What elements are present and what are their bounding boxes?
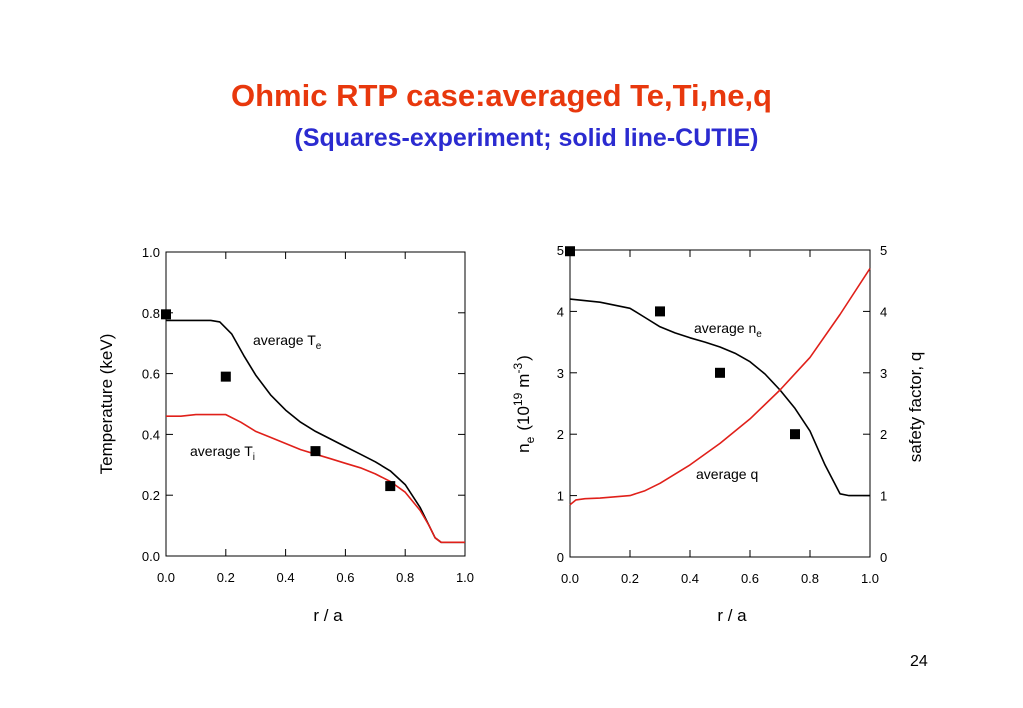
- series-label-te-main: average T: [253, 332, 316, 348]
- x-tick-labels: 0.0 0.2 0.4 0.6 0.8 1.0: [157, 570, 474, 585]
- x-tick-label: 1.0: [456, 570, 474, 585]
- density-q-chart: 0.0 0.2 0.4 0.6 0.8 1.0 0 1 2 3 4 5 0 1 2 3 4 5 r / a n…: [511, 243, 925, 625]
- experiment-point: [565, 246, 575, 257]
- x-tick-label: 0.2: [621, 571, 639, 586]
- plot-frame: [569, 249, 871, 558]
- slide-title: Ohmic RTP case:averaged Te,Ti,ne,q: [231, 78, 772, 113]
- series-label-te: average Te: [253, 332, 322, 352]
- x-axis-label: r / a: [717, 606, 747, 625]
- x-tick-label: 0.6: [741, 571, 759, 586]
- y-axis-label-close: ): [514, 355, 533, 361]
- x-tick-label: 0.2: [217, 570, 235, 585]
- x-tick-label: 0.0: [561, 571, 579, 586]
- axis-ticks: [165, 251, 466, 557]
- x-tick-label: 0.8: [396, 570, 414, 585]
- right-y-tick-labels: 0 1 2 3 4 5: [880, 243, 887, 565]
- y-axis-label: Temperature (keV): [97, 334, 116, 475]
- plot-frame: [165, 251, 466, 557]
- y-tick-label: 4: [557, 304, 564, 319]
- y-axis-label: ne (1019 m-3): [511, 355, 537, 453]
- experiment-points: [161, 309, 396, 492]
- series-label-ne-sub: e: [756, 329, 762, 340]
- x-tick-label: 0.4: [277, 570, 295, 585]
- right-y-tick-label: 1: [880, 489, 887, 504]
- x-tick-labels: 0.0 0.2 0.4 0.6 0.8 1.0: [561, 571, 879, 586]
- right-y-tick-label: 0: [880, 550, 887, 565]
- y-tick-label: 0.8: [142, 306, 160, 321]
- y-tick-label: 1: [557, 489, 564, 504]
- right-y-axis-label: safety factor, q: [906, 352, 925, 463]
- series-lines: [569, 267, 871, 506]
- series-line-average-te: [166, 319, 465, 544]
- y-axis-label-main: n: [514, 443, 533, 452]
- x-axis-label: r / a: [313, 606, 343, 625]
- series-label-ne: average ne: [694, 320, 762, 340]
- right-y-tick-label: 4: [880, 304, 887, 319]
- page-number: 24: [910, 653, 928, 670]
- slide-subtitle: (Squares-experiment; solid line-CUTIE): [294, 124, 759, 152]
- y-axis-label-sub: e: [523, 436, 537, 443]
- y-axis-label-unit-sup: -3: [511, 363, 525, 374]
- series-lines: [166, 319, 465, 544]
- y-tick-label: 1.0: [142, 245, 160, 260]
- series-label-ti-sub: i: [253, 452, 255, 463]
- y-axis-label-sup: 19: [511, 392, 525, 406]
- y-tick-label: 2: [557, 427, 564, 442]
- experiment-point: [385, 481, 396, 492]
- y-tick-label: 0.0: [142, 549, 160, 564]
- temperature-chart: 0.0 0.2 0.4 0.6 0.8 1.0 0.0 0.2 0.4 0.6 0.8 1.0 r …: [97, 245, 474, 625]
- y-tick-label: 0: [557, 550, 564, 565]
- x-tick-label: 0.6: [336, 570, 354, 585]
- experiment-points: [565, 246, 800, 440]
- x-tick-label: 0.8: [801, 571, 819, 586]
- y-axis-label-rest: (10: [514, 406, 533, 431]
- right-y-tick-label: 5: [880, 243, 887, 258]
- x-tick-label: 1.0: [861, 571, 879, 586]
- series-label-ne-main: average n: [694, 320, 756, 336]
- series-line-average-q: [569, 267, 871, 506]
- y-tick-label: 0.4: [142, 427, 160, 442]
- experiment-point: [715, 367, 725, 378]
- y-tick-label: 3: [557, 366, 564, 381]
- right-y-tick-label: 3: [880, 366, 887, 381]
- right-y-tick-label: 2: [880, 427, 887, 442]
- x-tick-label: 0.4: [681, 571, 699, 586]
- experiment-point: [310, 446, 321, 457]
- y-tick-label: 0.2: [142, 488, 160, 503]
- series-label-ti-main: average T: [190, 443, 253, 459]
- series-label-te-sub: e: [316, 341, 322, 352]
- experiment-point: [220, 371, 231, 382]
- y-tick-label: 5: [557, 243, 564, 258]
- y-tick-labels: 0 1 2 3 4 5: [557, 243, 564, 565]
- y-tick-label: 0.6: [142, 367, 160, 382]
- series-label-q: average q: [696, 466, 758, 482]
- experiment-point: [655, 306, 665, 317]
- experiment-point: [790, 429, 800, 440]
- series-line-average-ne: [569, 298, 870, 497]
- experiment-point: [161, 309, 171, 320]
- series-line-average-ti: [166, 413, 465, 544]
- x-tick-label: 0.0: [157, 570, 175, 585]
- y-tick-labels: 0.0 0.2 0.4 0.6 0.8 1.0: [142, 245, 160, 564]
- axis-ticks: [569, 249, 871, 558]
- series-label-ti: average Ti: [190, 443, 255, 463]
- y-axis-label-unit: m: [514, 374, 533, 388]
